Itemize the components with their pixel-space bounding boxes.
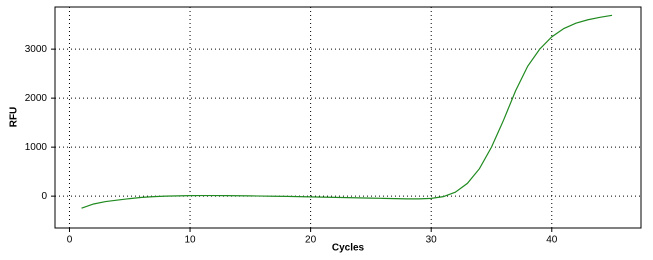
x-tick-label: 40 — [546, 235, 558, 246]
x-tick-label: 0 — [67, 235, 73, 246]
y-tick-label: 0 — [41, 191, 47, 202]
data-line — [81, 14, 613, 209]
x-axis-title: Cycles — [332, 243, 365, 254]
y-axis-title: RFU — [9, 107, 20, 128]
y-tick-label: 1000 — [25, 142, 48, 153]
x-tick-label: 30 — [426, 235, 438, 246]
x-tick-label: 10 — [184, 235, 196, 246]
plot-frame — [54, 6, 642, 229]
y-tick-label: 2000 — [25, 93, 48, 104]
y-tick-label: 3000 — [25, 44, 48, 55]
x-tick-label: 20 — [305, 235, 317, 246]
